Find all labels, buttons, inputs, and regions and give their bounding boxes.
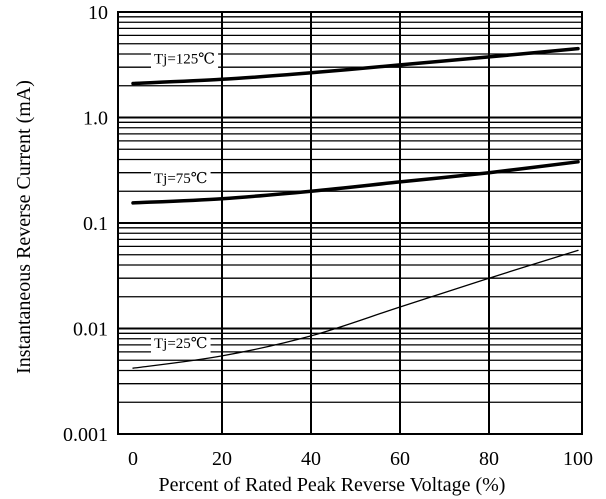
x-tick-label: 100 — [563, 448, 593, 470]
series-labels: Tj=125℃ Tj=75℃ Tj=25℃ — [151, 50, 219, 354]
series-line — [131, 46, 580, 86]
series-label-background — [151, 169, 211, 188]
series-label-background — [151, 335, 211, 354]
y-tick-label: 0.001 — [63, 424, 108, 446]
y-tick-label: 1.0 — [83, 108, 108, 130]
x-tick-label: 20 — [212, 448, 232, 470]
y-tick-label: 0.01 — [73, 319, 108, 341]
x-tick-label: 40 — [301, 448, 321, 470]
y-tick-label: 0.1 — [83, 213, 108, 235]
y-axis-label: Instantaneous Reverse Current (mA) — [13, 80, 35, 374]
x-axis-label: Percent of Rated Peak Reverse Voltage (%… — [159, 474, 506, 496]
grid — [118, 12, 582, 434]
tick-labels: 0 20 40 60 80 100 0.001 0.01 0.1 1.0 10 — [63, 2, 593, 470]
series-line — [132, 249, 579, 369]
y-tick-label: 10 — [88, 2, 108, 24]
x-tick-label: 0 — [128, 448, 138, 470]
series-line — [131, 160, 580, 205]
x-tick-label: 60 — [390, 448, 410, 470]
series-label: Tj=125℃ — [154, 52, 215, 68]
x-tick-label: 80 — [479, 448, 499, 470]
series-label-background — [151, 50, 219, 69]
series-label: Tj=25℃ — [154, 336, 208, 352]
series-lines — [131, 46, 580, 369]
plot-frame — [117, 11, 583, 435]
series-label: Tj=75℃ — [154, 171, 208, 187]
